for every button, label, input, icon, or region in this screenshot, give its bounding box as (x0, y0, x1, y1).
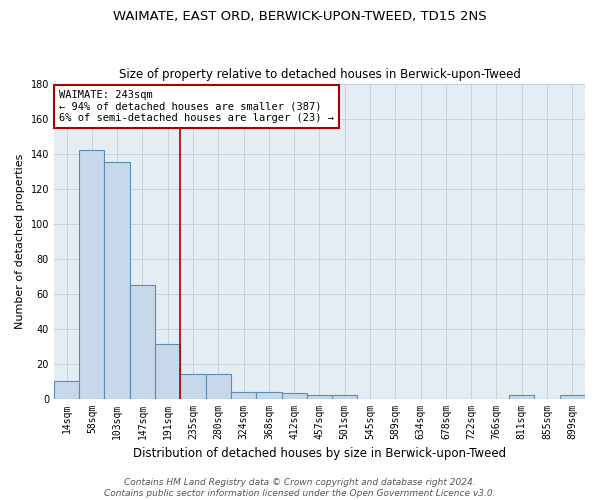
Bar (509, 395, 535, 398)
Bar (256, 392, 281, 398)
Bar (54, 381, 79, 398)
Bar (332, 395, 358, 398)
Bar (181, 374, 206, 398)
X-axis label: Distribution of detached houses by size in Berwick-upon-Tweed: Distribution of detached houses by size … (133, 447, 506, 460)
Bar (307, 395, 332, 398)
Bar (231, 392, 256, 398)
Bar (281, 394, 307, 398)
Text: WAIMATE: 243sqm
← 94% of detached houses are smaller (387)
6% of semi-detached h: WAIMATE: 243sqm ← 94% of detached houses… (59, 90, 334, 123)
Text: WAIMATE, EAST ORD, BERWICK-UPON-TWEED, TD15 2NS: WAIMATE, EAST ORD, BERWICK-UPON-TWEED, T… (113, 10, 487, 23)
Bar (130, 285, 155, 399)
Bar (560, 395, 585, 398)
Bar (79, 150, 104, 398)
Bar (206, 374, 231, 398)
Y-axis label: Number of detached properties: Number of detached properties (15, 154, 25, 328)
Bar (155, 344, 181, 399)
Text: Contains HM Land Registry data © Crown copyright and database right 2024.
Contai: Contains HM Land Registry data © Crown c… (104, 478, 496, 498)
Bar (104, 162, 130, 398)
Title: Size of property relative to detached houses in Berwick-upon-Tweed: Size of property relative to detached ho… (119, 68, 520, 81)
